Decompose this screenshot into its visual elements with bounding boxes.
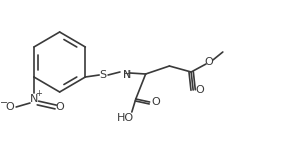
Text: HO: HO [117,113,135,123]
Text: +: + [35,90,42,98]
Text: N: N [123,70,131,80]
Text: N: N [30,94,38,104]
Text: −: − [0,98,8,108]
Text: O: O [205,57,213,67]
Text: S: S [99,70,107,80]
Text: O: O [151,97,160,107]
Text: O: O [6,102,15,112]
Text: H: H [123,71,130,81]
Text: O: O [55,102,64,112]
Text: O: O [196,85,204,95]
